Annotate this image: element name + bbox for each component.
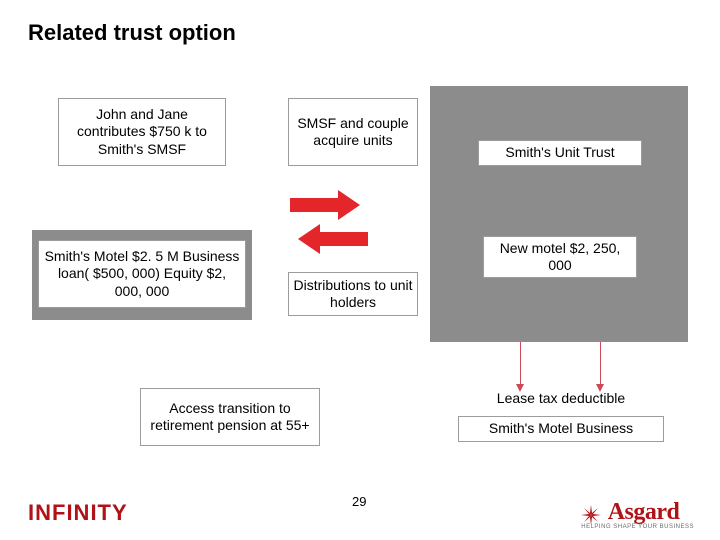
thin-arrow-a-head-icon [516, 384, 524, 392]
thin-arrow-b-line [600, 342, 601, 386]
brand-burst-icon [581, 505, 601, 525]
box-motel-equity: Smith's Motel $2. 5 M Business loan( $50… [38, 240, 246, 308]
brand-right-logo: Asgard HELPING SHAPE YOUR BUSINESS [581, 499, 694, 530]
box-new-motel-text: New motel $2, 250, 000 [488, 240, 632, 275]
brand-left-text: INFINITY [28, 500, 128, 525]
box-new-motel: New motel $2, 250, 000 [483, 236, 637, 278]
thin-arrow-b-head-icon [596, 384, 604, 392]
box-motel-business: Smith's Motel Business [458, 416, 664, 442]
arrow-right-icon [290, 190, 368, 220]
page-number: 29 [352, 494, 366, 509]
box-contributions: John and Jane contributes $750 k to Smit… [58, 98, 226, 166]
brand-right-tagline: HELPING SHAPE YOUR BUSINESS [581, 524, 694, 530]
box-distributions: Distributions to unit holders [288, 272, 418, 316]
page-number-text: 29 [352, 494, 366, 509]
box-unit-trust: Smith's Unit Trust [478, 140, 642, 166]
brand-left-logo: INFINITY [28, 500, 128, 526]
box-motel-equity-text: Smith's Motel $2. 5 M Business loan( $50… [43, 248, 241, 301]
brand-right-text: Asgard [608, 499, 680, 525]
slide-title: Related trust option [28, 20, 236, 46]
box-unit-trust-text: Smith's Unit Trust [505, 144, 614, 162]
box-pension-text: Access transition to retirement pension … [145, 400, 315, 435]
box-pension: Access transition to retirement pension … [140, 388, 320, 446]
box-distributions-text: Distributions to unit holders [293, 277, 413, 312]
box-acquire-units: SMSF and couple acquire units [288, 98, 418, 166]
unit-trust-group-bg [430, 86, 688, 342]
box-motel-business-text: Smith's Motel Business [489, 420, 633, 438]
arrow-left-icon [290, 224, 368, 254]
thin-arrow-a-line [520, 342, 521, 386]
box-contributions-text: John and Jane contributes $750 k to Smit… [63, 106, 221, 159]
label-lease-tax-text: Lease tax deductible [497, 390, 625, 406]
label-lease-tax: Lease tax deductible [466, 390, 656, 406]
slide: Related trust option John and Jane contr… [0, 0, 720, 540]
box-acquire-units-text: SMSF and couple acquire units [293, 115, 413, 150]
